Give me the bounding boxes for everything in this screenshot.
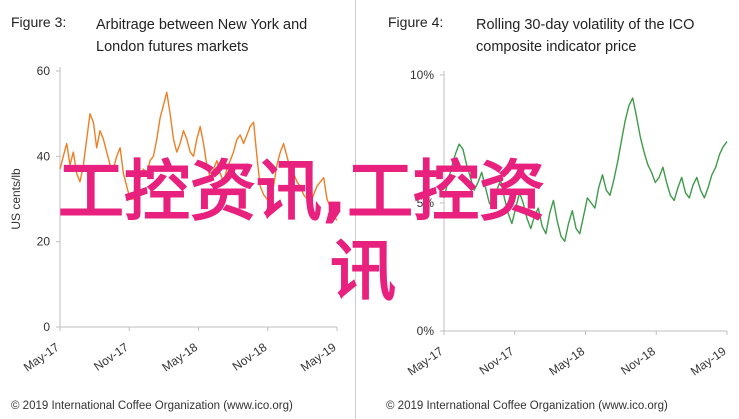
- arbitrage-x-tick-label: May-19: [298, 340, 339, 375]
- volatility-x-tick-label: May-18: [546, 344, 587, 379]
- volatility-x-tick-label: Nov-17: [477, 344, 517, 378]
- arbitrage-x-tick-label: Nov-17: [91, 340, 131, 374]
- volatility-x-tick-label: May-19: [688, 344, 729, 379]
- figure-3-panel: Figure 3: Arbitrage between New York and…: [0, 0, 356, 419]
- arbitrage-y-tick-label: 40: [37, 149, 51, 163]
- volatility-series-line: [443, 97, 728, 243]
- figure-4-panel: Figure 4: Rolling 30-day volatility of t…: [372, 0, 739, 419]
- figure-3-credit: © 2019 International Coffee Organization…: [11, 400, 293, 412]
- arbitrage-series-line: [59, 91, 338, 221]
- figure-4-title: Rolling 30-day volatility of the ICO com…: [476, 14, 736, 58]
- figure-4-title-line2: composite indicator price: [476, 39, 637, 55]
- figure-3-label: Figure 3:: [11, 14, 67, 30]
- volatility-x-tick-label: Nov-18: [618, 344, 658, 378]
- arbitrage-y-tick-label: 20: [37, 235, 51, 249]
- arbitrage-x-tick-label: May-18: [159, 340, 200, 375]
- volatility-chart: 10% 5% 0% May-17 Nov-17 May-18 Nov-18 May-19: [405, 68, 729, 379]
- volatility-x-tick-label: May-17: [405, 344, 446, 379]
- arbitrage-x-tick-label: Nov-18: [230, 340, 270, 374]
- arbitrage-y-axis-title: US cents/lb: [9, 168, 23, 230]
- arbitrage-y-tick-label: 0: [43, 320, 50, 334]
- volatility-y-tick-label: 0%: [417, 324, 435, 338]
- arbitrage-y-tick-label: 60: [37, 64, 51, 78]
- figure-4-label: Figure 4:: [388, 14, 444, 30]
- figure-3-title-line2: London futures markets: [96, 39, 249, 55]
- figure-3-title-line1: Arbitrage between New York and: [96, 17, 308, 33]
- figure-4-credit: © 2019 International Coffee Organization…: [386, 400, 668, 412]
- arbitrage-x-tick-label: May-17: [21, 340, 62, 375]
- volatility-y-tick-label: 10%: [410, 68, 434, 82]
- volatility-y-tick-label: 5%: [417, 196, 435, 210]
- figure-4-title-line1: Rolling 30-day volatility of the ICO: [476, 17, 695, 33]
- figure-3-title: Arbitrage between New York and London fu…: [96, 14, 351, 58]
- arbitrage-chart: 60 40 20 0 May-17 Nov-17 May-18 Nov-18 May-19 US …: [9, 64, 339, 375]
